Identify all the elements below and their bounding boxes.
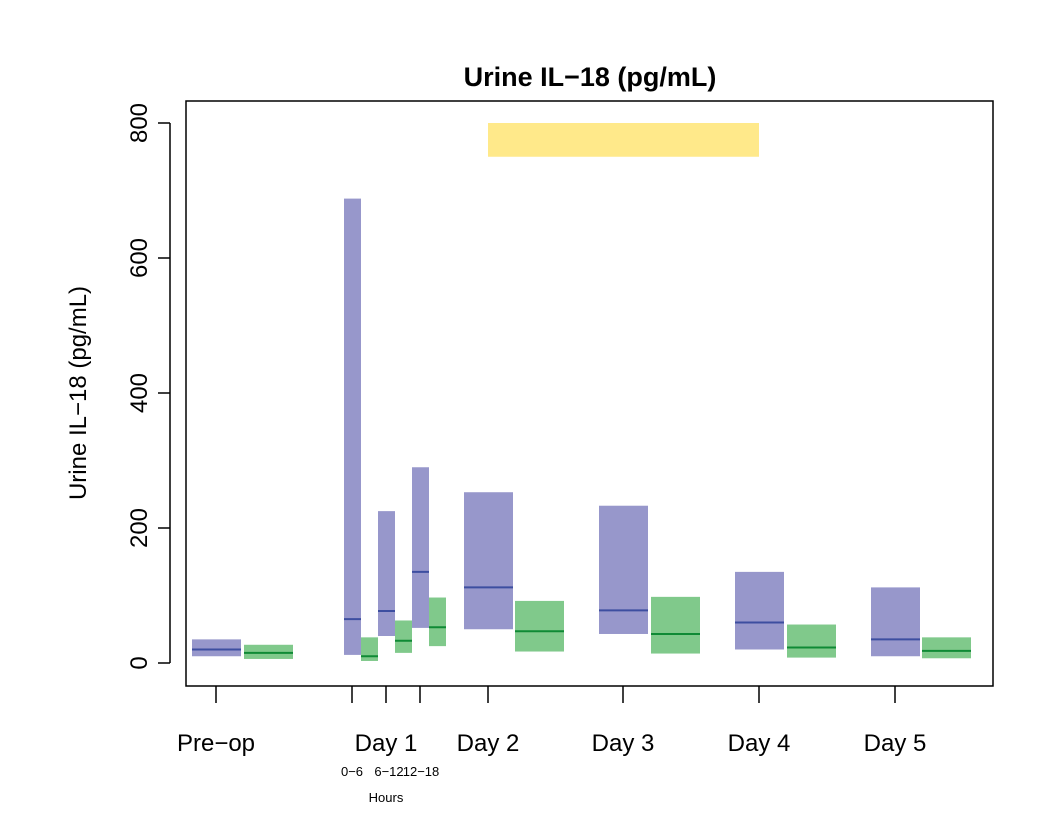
box-blue-day-1-12-18 bbox=[412, 467, 429, 628]
x-label-day-2: Day 2 bbox=[457, 730, 520, 757]
plot-frame bbox=[185, 100, 994, 687]
y-tick-label-0: 0 bbox=[126, 656, 153, 669]
box-blue-day-5 bbox=[871, 587, 920, 657]
box-green-day-5 bbox=[922, 637, 971, 659]
y-tick-label-800: 800 bbox=[126, 103, 153, 143]
box-green-day-3 bbox=[651, 596, 700, 654]
x-label-day-3: Day 3 bbox=[592, 730, 655, 757]
box-green-day-2 bbox=[515, 600, 564, 652]
x-label-day-1: Day 1 bbox=[355, 730, 418, 757]
y-tick-label-200: 200 bbox=[126, 508, 153, 548]
box-green-day-1-0-6 bbox=[361, 637, 378, 661]
y-tick-label-600: 600 bbox=[126, 238, 153, 278]
box-green-day-1-12-18 bbox=[429, 597, 446, 647]
box-green-day-1-6-12 bbox=[395, 620, 412, 653]
box-blue-day-2 bbox=[464, 492, 513, 630]
box-blue-day-4 bbox=[735, 571, 784, 650]
y-tick-label-400: 400 bbox=[126, 373, 153, 413]
box-blue-day-3 bbox=[599, 505, 648, 634]
box-green-day-4 bbox=[787, 624, 836, 658]
hours-label-6-12: 6−12 bbox=[374, 764, 403, 779]
box-blue-pre-op bbox=[192, 639, 241, 657]
hours-label-0-6: 0−6 bbox=[341, 764, 363, 779]
hours-label-12-18: 12−18 bbox=[403, 764, 440, 779]
box-blue-day-1-0-6 bbox=[344, 198, 361, 655]
box-green-pre-op bbox=[244, 644, 293, 659]
chart-title: Urine IL−18 (pg/mL) bbox=[464, 62, 717, 92]
highlight-band bbox=[488, 123, 759, 157]
x-label-pre-op: Pre−op bbox=[177, 730, 255, 757]
box-blue-day-1-6-12 bbox=[378, 511, 395, 636]
x-label-day-4: Day 4 bbox=[728, 730, 791, 757]
hours-caption: Hours bbox=[369, 790, 404, 805]
x-label-day-5: Day 5 bbox=[864, 730, 927, 757]
y-axis-label: Urine IL−18 (pg/mL) bbox=[65, 286, 92, 500]
